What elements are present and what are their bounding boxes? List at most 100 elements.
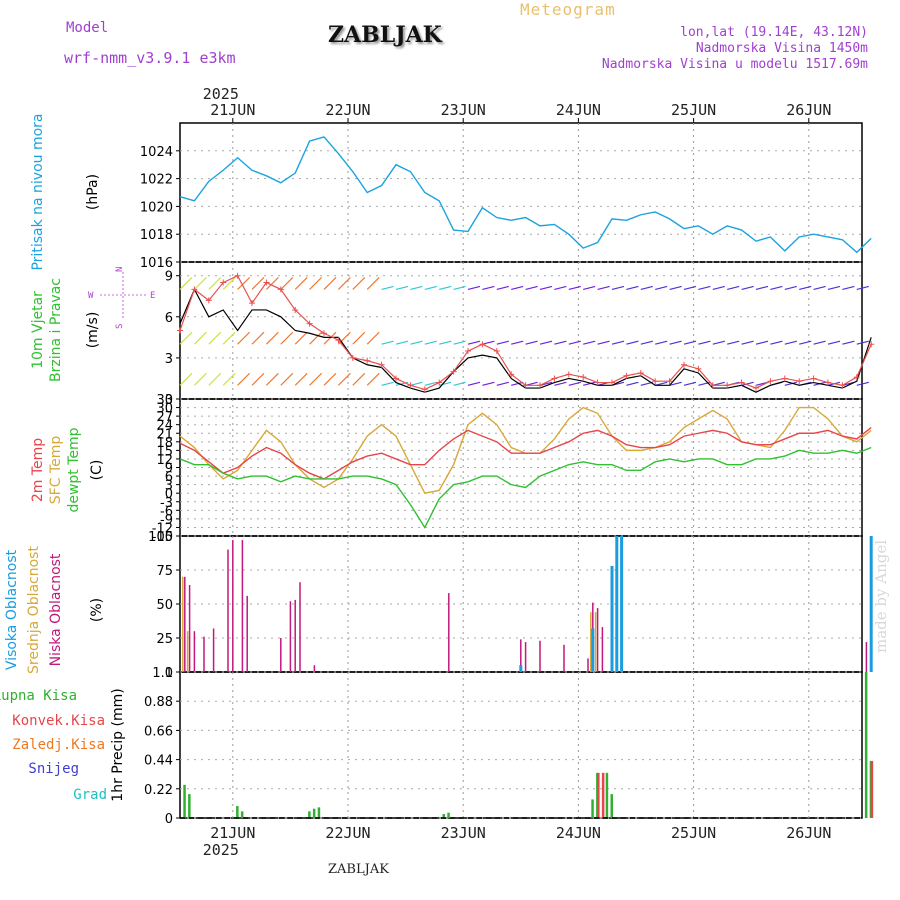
wind-barb	[237, 331, 251, 345]
wind-barb	[496, 340, 509, 345]
wind-speed-marker	[565, 371, 572, 378]
cloud-bar	[596, 608, 599, 672]
wind-barb	[554, 285, 567, 290]
wind-barb	[453, 285, 466, 290]
cloud-bar	[591, 628, 595, 672]
wind-barb	[208, 372, 222, 386]
cloud-bar	[520, 639, 522, 672]
wind-barb	[381, 381, 394, 386]
wind-barb	[827, 340, 841, 345]
model-label: Model	[66, 20, 109, 36]
wind-barb	[323, 372, 337, 386]
wind-barb	[482, 381, 495, 386]
wind-speed-marker	[234, 272, 241, 279]
wind-speed-marker	[177, 327, 183, 334]
cloud-bar	[186, 631, 189, 672]
wind-barb	[366, 331, 380, 345]
wind-barb	[525, 285, 538, 290]
wind-barb	[655, 340, 668, 345]
wind-speed-marker	[738, 379, 745, 386]
top-year-label: 2025	[203, 85, 239, 103]
wind-barb	[784, 285, 797, 290]
wind-speed-marker	[249, 300, 255, 307]
cloud-legend-low: Niska Oblacnost	[48, 553, 64, 666]
wind-barb	[496, 285, 509, 290]
wind-barb	[381, 340, 394, 345]
wind-barb	[611, 340, 625, 345]
wind-barb	[568, 340, 581, 345]
bottom-day-label: 26JUN	[786, 824, 831, 842]
wind-barb	[640, 340, 653, 345]
wind-barb	[741, 381, 754, 386]
wind-barb	[439, 285, 452, 290]
wind-speed-marker	[868, 341, 875, 348]
cloud-bar	[241, 540, 244, 672]
wind-speed-marker	[825, 379, 831, 386]
cloud-bar	[594, 612, 597, 672]
wind-barb	[467, 381, 481, 386]
model-name: wrf-nmm_v3.9.1 e3km	[64, 49, 236, 67]
wind-barb	[251, 372, 265, 386]
wind-barb	[323, 276, 337, 290]
precip-bar	[188, 794, 191, 818]
wind-speed-marker	[191, 286, 198, 293]
wind-barb	[337, 372, 351, 386]
precip-bar	[240, 811, 244, 818]
wind-barb	[453, 340, 466, 345]
wind-barb	[251, 331, 265, 345]
pressure-title: Pritisak na nivou mora	[30, 113, 46, 270]
wind-barb	[799, 285, 812, 290]
wind-barb	[511, 340, 524, 345]
wind-tick-label: 9	[165, 270, 173, 285]
wind-barb	[626, 285, 639, 290]
wind-speed-marker	[753, 385, 759, 392]
wind-barb	[554, 340, 567, 345]
wind-barb	[511, 285, 524, 290]
precip-tick-label: 0.44	[144, 754, 173, 769]
wind-speed-marker	[479, 341, 486, 348]
top-day-label: 24JUN	[556, 101, 601, 119]
wind-barb	[568, 285, 581, 290]
cloud-bar	[246, 595, 248, 672]
precip-bar	[442, 814, 445, 818]
cloud-bar	[539, 640, 541, 672]
precip-legend-4: Grad	[73, 787, 107, 803]
wind-speed-marker	[220, 279, 227, 286]
temp-tick-label: -12	[152, 521, 173, 536]
wind-barb	[727, 340, 740, 345]
wind-tick-label: 3	[165, 352, 173, 367]
panel-frame-4	[179, 671, 863, 819]
wind-speed-marker	[292, 306, 299, 313]
wind-barb	[655, 285, 668, 290]
wind-barb	[439, 381, 452, 386]
wind-barb	[770, 285, 783, 290]
wind-tick-label: 6	[165, 311, 173, 326]
cloud-bar	[188, 584, 191, 672]
wind-barb	[554, 381, 567, 386]
wind-speed-marker	[695, 365, 702, 372]
compass-w: W	[88, 291, 94, 301]
temp-tick-label: 12	[156, 453, 173, 468]
cloud-bar	[203, 636, 205, 672]
precip-bar	[236, 806, 239, 818]
wind-barb	[712, 285, 725, 290]
wind-barb	[698, 285, 711, 290]
top-day-label: 25JUN	[671, 101, 716, 119]
wind-barb	[337, 276, 351, 290]
wind-barb	[294, 276, 308, 290]
wind-speed-marker	[666, 378, 673, 385]
wind-barb	[265, 331, 279, 345]
wind-barb	[294, 331, 308, 345]
cloud-bar	[227, 549, 229, 672]
wind-barb	[352, 331, 366, 345]
wind-barb	[842, 340, 855, 345]
wind-barb	[583, 381, 596, 386]
pressure-tick-label: 1022	[140, 173, 173, 188]
temp-tick-label: -9	[160, 513, 173, 528]
wind-speed-marker	[681, 361, 687, 368]
precip-tick-label: 0.22	[144, 783, 173, 798]
wind-barb	[294, 372, 308, 386]
station-title: ZABLJAK	[328, 22, 442, 48]
precip-bar	[597, 772, 600, 818]
